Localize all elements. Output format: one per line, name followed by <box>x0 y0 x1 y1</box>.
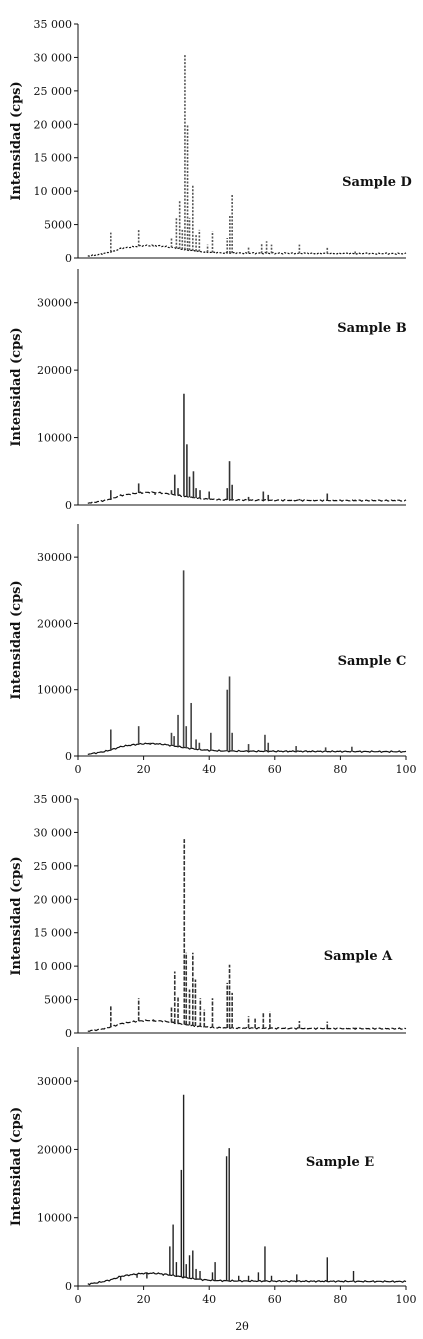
chart-3-ytick-label-4: 20 000 <box>34 893 73 906</box>
chart-1-sample-label: Sample B <box>337 321 406 336</box>
chart-1-ytick-label-1: 10000 <box>37 432 72 445</box>
chart-2-sample-label: Sample C <box>338 654 407 669</box>
chart-2-xtick-label-2: 40 <box>202 763 216 776</box>
chart-3-ytick-label-7: 35 000 <box>34 793 73 806</box>
chart-2-baseline <box>87 742 407 755</box>
chart-2-xtick-label-5: 100 <box>396 763 417 776</box>
chart-1-ytick-label-2: 20000 <box>37 364 72 377</box>
chart-2-ytick-label-2: 20000 <box>37 617 72 630</box>
chart-3-ytick-label-6: 30 000 <box>34 826 73 839</box>
chart-3-ytick-label-5: 25 000 <box>34 860 73 873</box>
chart-4: 0 10000 20000 30000 0 20 40 60 80 100 Intensidad (… <box>9 1047 417 1333</box>
chart-0-ytick-label-2: 10 000 <box>34 185 73 198</box>
chart-3: 0 5000 10 000 15 000 20 000 25 000 30 000 35 00… <box>9 793 407 1040</box>
chart-0-baseline <box>87 244 407 257</box>
chart-2-ytick-label-3: 30000 <box>37 551 72 564</box>
chart-4-ytick-label-0: 0 <box>65 1280 72 1293</box>
chart-4-ytick-label-1: 10000 <box>37 1212 72 1225</box>
chart-1-ytick-label-3: 30000 <box>37 297 72 310</box>
chart-0-ytick-label-4: 20 000 <box>34 118 73 131</box>
chart-1-ytick-label-0: 0 <box>65 499 72 512</box>
chart-2-xtick-label-1: 20 <box>137 763 151 776</box>
chart-3-ytick-label-3: 15 000 <box>34 927 73 940</box>
chart-4-ytick-label-3: 30000 <box>37 1075 72 1088</box>
chart-1-baseline <box>87 491 407 504</box>
chart-3-ylabel: Intensidad (cps) <box>9 856 24 975</box>
chart-3-ytick-label-2: 10 000 <box>34 960 73 973</box>
chart-0-sample-label: Sample D <box>342 175 412 190</box>
chart-4-xtick-label-3: 60 <box>268 1293 282 1306</box>
chart-0-ytick-label-3: 15 000 <box>34 152 73 165</box>
chart-0-ytick-label-1: 5000 <box>44 219 72 232</box>
chart-0: 0 5000 10 000 15 000 20 000 25 000 30 000 35 00… <box>9 18 412 265</box>
chart-0-ytick-label-0: 0 <box>65 252 72 265</box>
chart-2-ytick-label-1: 10000 <box>37 684 72 697</box>
chart-4-ylabel: Intensidad (cps) <box>9 1107 24 1226</box>
chart-3-baseline <box>87 1019 407 1032</box>
chart-2-xtick-label-4: 80 <box>333 763 347 776</box>
chart-3-ytick-label-1: 5000 <box>44 994 72 1007</box>
chart-2-ytick-label-0: 0 <box>65 750 72 763</box>
chart-3-ytick-label-0: 0 <box>65 1027 72 1040</box>
chart-1: 0 10000 20000 30000 Intensidad (cps) Sample B <box>9 269 407 512</box>
chart-3-sample-label: Sample A <box>324 949 393 964</box>
chart-4-xtick-label-4: 80 <box>333 1293 347 1306</box>
chart-2-ylabel: Intensidad (cps) <box>9 580 24 699</box>
chart-0-ytick-label-5: 25 000 <box>34 85 73 98</box>
chart-1-ylabel: Intensidad (cps) <box>9 327 24 446</box>
chart-4-baseline <box>87 1272 407 1286</box>
chart-4-xtick-label-2: 40 <box>202 1293 216 1306</box>
chart-2-xtick-label-3: 60 <box>268 763 282 776</box>
chart-4-sample-label: Sample E <box>306 1155 374 1170</box>
chart-4-xtick-label-0: 0 <box>75 1293 82 1306</box>
chart-4-xlabel: 2θ <box>235 1320 249 1333</box>
chart-4-xtick-label-1: 20 <box>137 1293 151 1306</box>
chart-4-ytick-label-2: 20000 <box>37 1143 72 1156</box>
chart-4-xtick-label-5: 100 <box>396 1293 417 1306</box>
chart-2-xtick-label-0: 0 <box>75 763 82 776</box>
chart-0-ylabel: Intensidad (cps) <box>9 81 24 200</box>
chart-2: 0 10000 20000 30000 0 20 40 60 80 100 Intensidad (… <box>9 524 417 776</box>
chart-0-ytick-label-7: 35 000 <box>34 18 73 31</box>
chart-0-ytick-label-6: 30 000 <box>34 51 73 64</box>
